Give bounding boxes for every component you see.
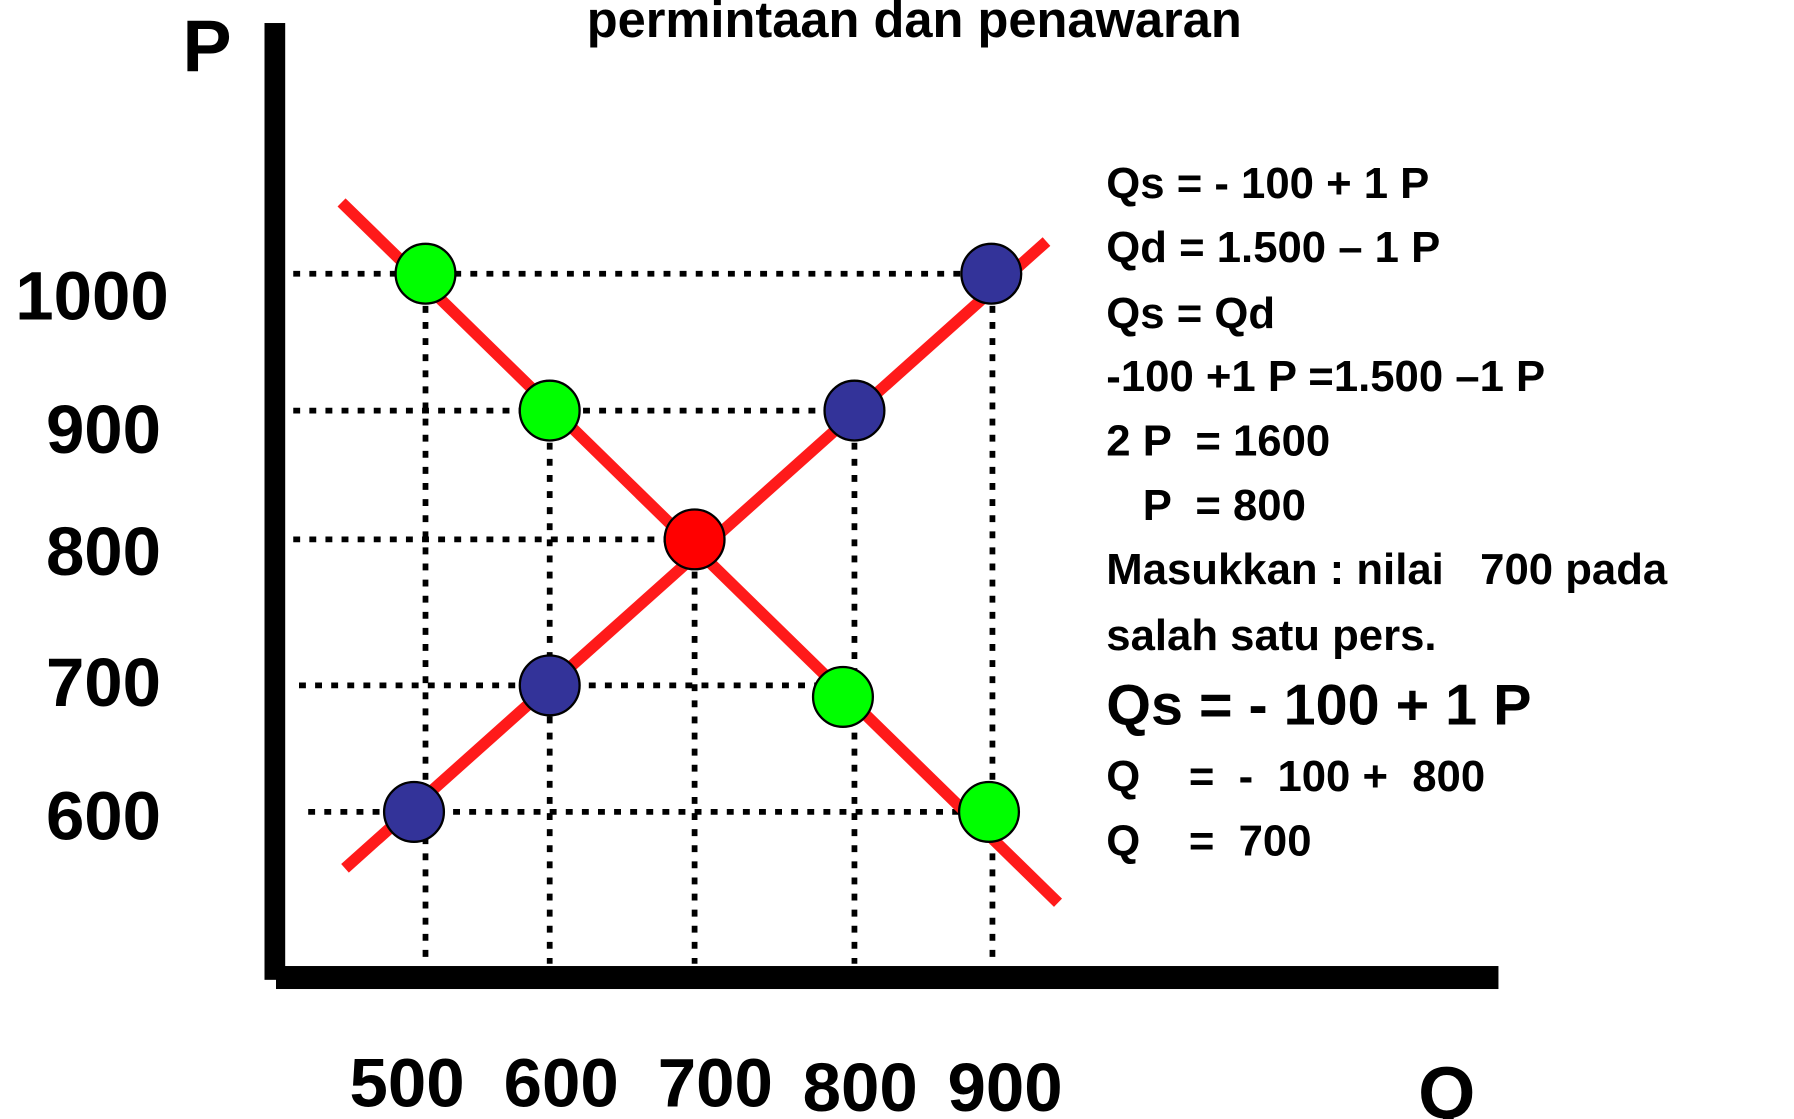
- y-label: 1000: [15, 258, 169, 335]
- x-label: 600: [504, 1044, 619, 1119]
- y-label: 700: [46, 644, 161, 721]
- equation: Masukkan : nilai 700 pada: [1106, 545, 1668, 594]
- axes: [264, 23, 1499, 990]
- equation: -100 +1 P =1.500 –1 P: [1106, 352, 1545, 401]
- points: [382, 242, 1023, 843]
- equation: salah satu pers.: [1106, 611, 1436, 660]
- x-axis-label: Q: [1418, 1051, 1475, 1119]
- title: permintaan dan penawaran: [587, 0, 1242, 48]
- x-label: 500: [350, 1044, 465, 1119]
- equation: P = 800: [1106, 481, 1306, 530]
- equation: Q = 700: [1106, 817, 1311, 866]
- equation: Qd = 1.500 – 1 P: [1106, 223, 1440, 272]
- x-label: 800: [803, 1049, 918, 1119]
- y-label: 600: [46, 778, 161, 855]
- equation: Q = - 100 + 800: [1106, 752, 1485, 801]
- y-label: 800: [46, 513, 161, 590]
- equation: 2 P = 1600: [1106, 416, 1330, 465]
- equation: Qs = Qd: [1106, 289, 1275, 338]
- y-label: 900: [46, 391, 161, 468]
- equation: Qs = - 100 + 1 P: [1106, 674, 1531, 738]
- x-label: 900: [948, 1049, 1063, 1119]
- equation: Qs = - 100 + 1 P: [1106, 159, 1429, 208]
- x-label: 700: [658, 1044, 773, 1119]
- y-axis-label: P: [182, 4, 231, 87]
